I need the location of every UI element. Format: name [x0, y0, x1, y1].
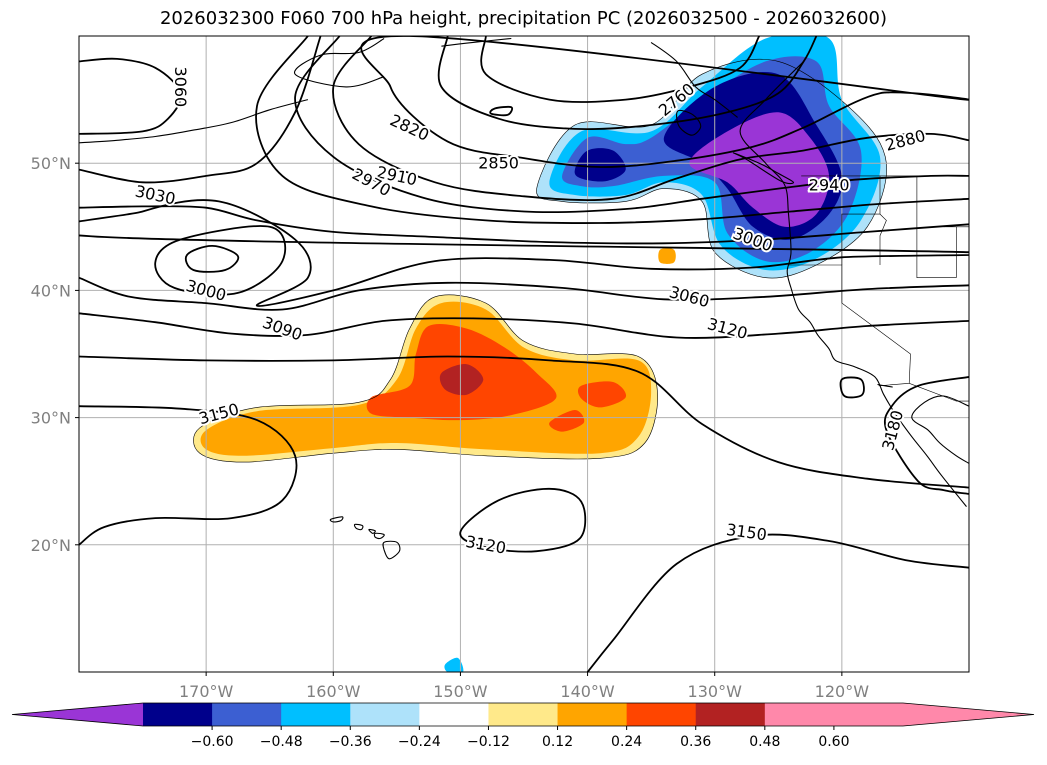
colorbar-tick-label: −0.60 — [191, 734, 234, 750]
precip-region — [439, 364, 484, 396]
height-contours — [79, 36, 969, 672]
height-contour — [79, 405, 298, 546]
coastline — [79, 99, 309, 144]
colorbar-outline — [11, 702, 1035, 727]
colorbar-tick-label: −0.48 — [260, 734, 303, 750]
colorbar-segment — [488, 703, 559, 726]
coastline — [329, 516, 344, 523]
colorbar-segment — [350, 703, 420, 726]
height-contour — [839, 376, 865, 399]
colorbar-tick-label: 0.12 — [542, 734, 573, 750]
height-contour — [184, 244, 240, 273]
precip-outline — [536, 58, 887, 279]
colorbar: −0.60 −0.48 −0.36 −0.24 −0.12 0.12 0.24 0.36 0.4… — [11, 702, 1035, 750]
lat-tick-label: 40°N — [31, 281, 71, 300]
lon-tick-label: 140°W — [560, 682, 615, 701]
lon-tick-label: 120°W — [815, 682, 870, 701]
coastlines — [79, 37, 969, 560]
coastline — [877, 383, 893, 388]
colorbar-tick-label: 0.36 — [680, 734, 711, 750]
longitude-axis: 170°W 160°W 150°W 140°W 130°W 120°W — [179, 672, 869, 701]
colorbar-extend-low — [12, 703, 143, 726]
lon-tick-label: 170°W — [179, 682, 234, 701]
colorbar-segment — [695, 703, 766, 726]
colorbar-tick-label: −0.24 — [398, 734, 441, 750]
height-contour — [79, 276, 969, 311]
colorbar-segment — [557, 703, 628, 726]
height-contour — [332, 36, 969, 201]
plot-frame — [78, 35, 970, 673]
coastline — [732, 152, 795, 185]
height-contour — [79, 205, 969, 245]
height-contour — [437, 36, 818, 131]
colorbar-tick-label: −0.36 — [329, 734, 372, 750]
colorbar-tick-label: 0.48 — [749, 734, 780, 750]
precip-region — [444, 657, 464, 672]
colorbar-segment — [764, 703, 835, 726]
height-contour — [154, 225, 287, 296]
coastline — [368, 528, 376, 534]
political-borders — [788, 175, 969, 402]
precip-region — [577, 381, 627, 408]
coastline — [911, 395, 969, 464]
border-line — [916, 175, 957, 278]
height-contour — [294, 36, 969, 214]
border-line — [841, 213, 880, 265]
border-line — [909, 383, 969, 402]
coastline — [650, 41, 738, 118]
lat-tick-label: 20°N — [31, 536, 71, 555]
coastline — [676, 109, 702, 136]
coastline — [382, 540, 401, 560]
colorbar-segment — [281, 703, 351, 726]
height-contour — [586, 533, 969, 672]
height-contour — [79, 355, 969, 489]
border-line — [879, 175, 887, 265]
colorbar-tick-label: −0.12 — [467, 734, 510, 750]
latitude-axis: 20°N 30°N 40°N 50°N — [31, 154, 79, 555]
height-contour — [79, 312, 969, 339]
colorbar-segment — [212, 703, 282, 726]
colorbar-extend-high — [903, 703, 1034, 726]
colorbar-segment — [626, 703, 697, 726]
coastline — [353, 523, 364, 531]
height-contour — [360, 36, 969, 168]
height-contour — [480, 36, 760, 103]
contour-label: 3060 — [171, 67, 190, 108]
colorbar-segment — [833, 703, 904, 726]
coastline — [373, 532, 385, 540]
colorbar-segment — [419, 703, 489, 726]
lat-tick-label: 50°N — [31, 154, 71, 173]
coastline — [739, 61, 967, 507]
precip-region — [689, 112, 830, 227]
height-contour — [489, 105, 513, 117]
lon-tick-label: 160°W — [306, 682, 361, 701]
contour-label: 2940 — [809, 175, 850, 194]
lat-tick-label: 30°N — [31, 409, 71, 428]
height-contour — [79, 57, 182, 135]
lon-tick-label: 130°W — [688, 682, 743, 701]
height-contour — [459, 487, 587, 553]
gridlines — [79, 36, 969, 672]
border-line — [788, 264, 911, 387]
precip-region — [549, 410, 585, 432]
height-contour — [255, 36, 969, 224]
colorbar-tick-label: 0.24 — [611, 734, 642, 750]
height-contour — [79, 36, 322, 184]
colorbar-tick-label: 0.60 — [818, 734, 849, 750]
colorbar-segment — [143, 703, 213, 726]
precip-region — [658, 248, 676, 264]
contour-label: 2850 — [478, 154, 519, 173]
map-title: 2026032300 F060 700 hPa height, precipit… — [159, 8, 888, 29]
coastline — [441, 37, 512, 47]
height-contour — [79, 199, 969, 307]
lon-tick-label: 150°W — [433, 682, 488, 701]
height-contour — [883, 376, 969, 495]
